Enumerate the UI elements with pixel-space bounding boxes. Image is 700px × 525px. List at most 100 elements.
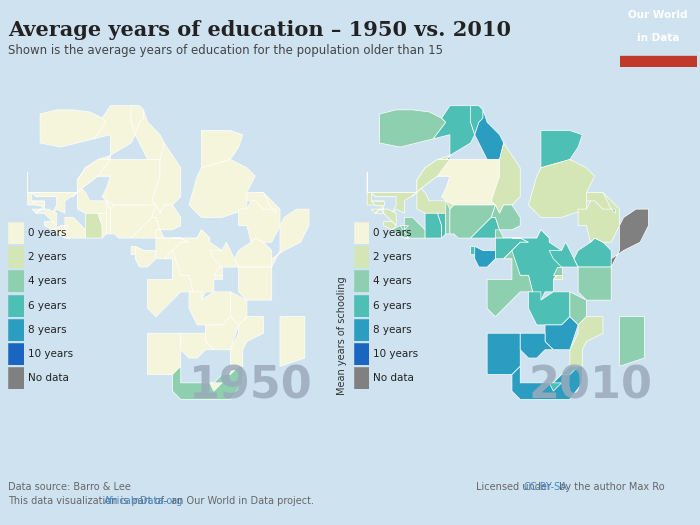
Polygon shape bbox=[135, 110, 164, 160]
Polygon shape bbox=[371, 201, 384, 205]
Text: Data source: Barro & Lee: Data source: Barro & Lee bbox=[8, 482, 132, 492]
Text: 4 years: 4 years bbox=[28, 276, 66, 287]
Polygon shape bbox=[561, 366, 578, 374]
Polygon shape bbox=[570, 317, 603, 366]
Text: 6 years: 6 years bbox=[28, 300, 66, 311]
Polygon shape bbox=[379, 110, 446, 147]
Polygon shape bbox=[470, 217, 500, 238]
Text: 4 years: 4 years bbox=[373, 276, 412, 287]
Text: This data visualization is part of: This data visualization is part of bbox=[8, 496, 167, 506]
Polygon shape bbox=[28, 155, 111, 197]
Polygon shape bbox=[553, 275, 561, 279]
Polygon shape bbox=[32, 209, 44, 213]
Polygon shape bbox=[189, 292, 230, 325]
Polygon shape bbox=[52, 226, 69, 238]
Text: Average years of education – 1950 vs. 2010: Average years of education – 1950 vs. 20… bbox=[8, 20, 512, 40]
Polygon shape bbox=[210, 242, 239, 267]
Polygon shape bbox=[574, 238, 611, 267]
Text: 2 years: 2 years bbox=[373, 252, 412, 262]
Polygon shape bbox=[550, 242, 578, 267]
Text: Mean years of schooling: Mean years of schooling bbox=[337, 277, 347, 395]
Polygon shape bbox=[202, 131, 243, 168]
Text: 1950: 1950 bbox=[189, 365, 313, 408]
Polygon shape bbox=[550, 383, 561, 391]
Polygon shape bbox=[620, 317, 644, 366]
Polygon shape bbox=[234, 238, 272, 267]
Polygon shape bbox=[368, 155, 450, 197]
Polygon shape bbox=[416, 106, 475, 180]
Text: 0 years: 0 years bbox=[373, 228, 412, 238]
Polygon shape bbox=[214, 275, 222, 279]
Polygon shape bbox=[578, 267, 611, 300]
Polygon shape bbox=[230, 292, 247, 325]
Text: Shown is the average years of education for the population older than 15: Shown is the average years of education … bbox=[8, 44, 443, 57]
Text: 6 years: 6 years bbox=[373, 300, 412, 311]
Polygon shape bbox=[106, 201, 111, 234]
Polygon shape bbox=[85, 213, 102, 238]
Polygon shape bbox=[280, 317, 304, 366]
Polygon shape bbox=[77, 188, 115, 213]
Polygon shape bbox=[475, 246, 496, 267]
Polygon shape bbox=[32, 160, 111, 213]
Polygon shape bbox=[587, 193, 611, 209]
Polygon shape bbox=[164, 230, 222, 317]
Polygon shape bbox=[181, 333, 214, 358]
Polygon shape bbox=[214, 267, 222, 275]
Polygon shape bbox=[578, 193, 620, 242]
Polygon shape bbox=[44, 222, 57, 230]
Polygon shape bbox=[425, 213, 442, 238]
Polygon shape bbox=[131, 217, 160, 238]
Polygon shape bbox=[239, 267, 272, 300]
Text: 8 years: 8 years bbox=[373, 324, 412, 335]
Polygon shape bbox=[148, 250, 193, 317]
Polygon shape bbox=[438, 213, 446, 238]
Polygon shape bbox=[487, 333, 520, 374]
Text: AfricaInData.org: AfricaInData.org bbox=[104, 496, 183, 506]
Polygon shape bbox=[28, 193, 44, 209]
Text: 2 years: 2 years bbox=[28, 252, 66, 262]
Polygon shape bbox=[496, 238, 528, 259]
Polygon shape bbox=[512, 366, 582, 400]
Polygon shape bbox=[152, 143, 181, 213]
Text: No data: No data bbox=[28, 373, 69, 383]
Polygon shape bbox=[384, 222, 396, 230]
Polygon shape bbox=[545, 317, 578, 350]
Polygon shape bbox=[131, 106, 144, 135]
Text: 0 years: 0 years bbox=[28, 228, 66, 238]
Polygon shape bbox=[371, 209, 384, 213]
Polygon shape bbox=[135, 246, 156, 267]
Polygon shape bbox=[111, 205, 156, 238]
Polygon shape bbox=[206, 317, 239, 350]
Polygon shape bbox=[611, 209, 648, 267]
Text: – an Our World in Data project.: – an Our World in Data project. bbox=[160, 496, 314, 506]
Polygon shape bbox=[375, 209, 396, 226]
Polygon shape bbox=[189, 160, 256, 217]
Polygon shape bbox=[392, 226, 409, 238]
Polygon shape bbox=[368, 193, 384, 209]
Bar bbox=[620, 56, 696, 67]
Polygon shape bbox=[98, 160, 160, 205]
Polygon shape bbox=[272, 209, 276, 213]
Polygon shape bbox=[504, 230, 561, 317]
Polygon shape bbox=[541, 131, 582, 168]
Polygon shape bbox=[528, 292, 570, 325]
Polygon shape bbox=[450, 205, 496, 238]
Text: CC-BY-SA: CC-BY-SA bbox=[524, 482, 568, 492]
Polygon shape bbox=[131, 246, 144, 255]
Polygon shape bbox=[230, 317, 263, 366]
Polygon shape bbox=[98, 213, 106, 238]
Polygon shape bbox=[553, 267, 561, 275]
Polygon shape bbox=[475, 110, 504, 160]
Polygon shape bbox=[148, 333, 181, 374]
Polygon shape bbox=[438, 160, 500, 205]
Polygon shape bbox=[32, 201, 44, 205]
Polygon shape bbox=[491, 143, 520, 213]
Text: 10 years: 10 years bbox=[373, 349, 418, 359]
Text: 2010: 2010 bbox=[528, 365, 652, 408]
Polygon shape bbox=[239, 193, 280, 242]
Polygon shape bbox=[77, 106, 135, 180]
Polygon shape bbox=[222, 366, 239, 374]
Polygon shape bbox=[152, 205, 210, 242]
Polygon shape bbox=[487, 250, 533, 317]
Text: Our World: Our World bbox=[629, 10, 687, 20]
